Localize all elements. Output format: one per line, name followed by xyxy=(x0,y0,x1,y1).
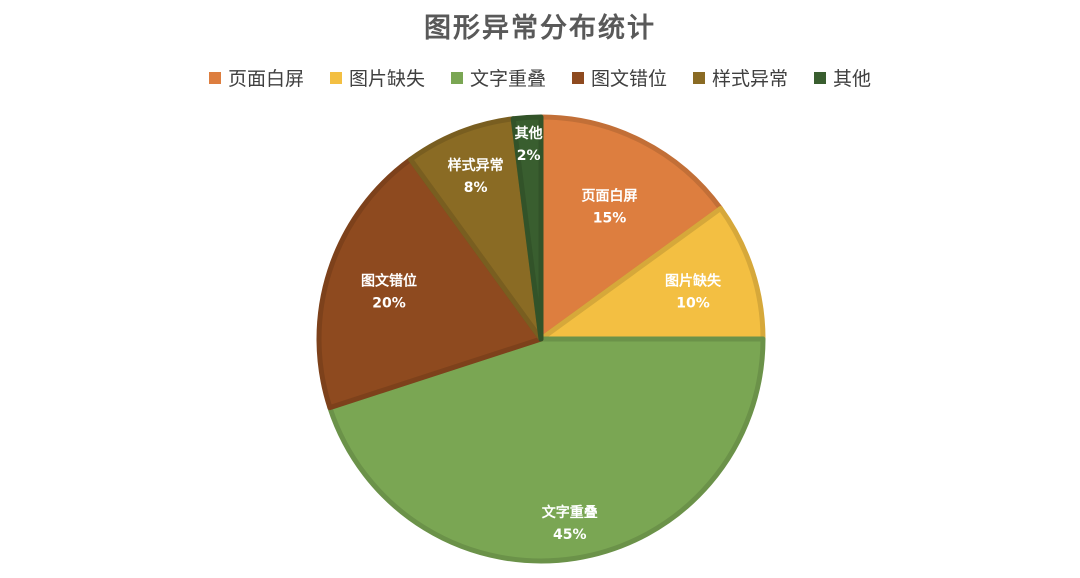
legend-item: 页面白屏 xyxy=(208,64,304,91)
slice-label-name: 页面白屏 xyxy=(582,188,638,205)
slice-label-value: 2% xyxy=(517,148,541,164)
legend-swatch xyxy=(450,71,463,84)
slice-label-value: 10% xyxy=(676,296,710,312)
chart-title: 图形异常分布统计 xyxy=(424,13,656,44)
pie-labels: 页面白屏 15% 图片缺失 10% 文字重叠 45% 图文错位 20% 样式异常 8% 其他 2% xyxy=(361,125,722,543)
pie-slice xyxy=(538,206,766,342)
legend-swatch xyxy=(572,71,584,84)
slice-label-value: 45% xyxy=(553,527,587,543)
pie-slices xyxy=(316,114,766,564)
legend-item: 样式异常 xyxy=(693,64,788,91)
slice-label-name: 其他 xyxy=(515,125,543,142)
legend-swatch xyxy=(693,71,706,84)
legend-label: 页面白屏 xyxy=(227,68,304,90)
legend-label: 其他 xyxy=(833,68,872,90)
legend-item: 其他 xyxy=(814,64,871,91)
legend-item: 图片缺失 xyxy=(329,64,425,91)
legend-label: 图文错位 xyxy=(591,68,668,90)
slice-label-value: 20% xyxy=(372,296,406,312)
slice-label-value: 8% xyxy=(464,180,488,196)
slice-label-name: 图片缺失 xyxy=(665,273,722,290)
legend-item: 图文错位 xyxy=(572,64,667,91)
legend-swatch xyxy=(814,71,827,84)
legend-swatch xyxy=(329,71,342,84)
legend: 页面白屏 图片缺失 文字重叠 图文错位 样式异常 其他 xyxy=(0,64,1080,91)
legend-swatch xyxy=(208,71,221,84)
slice-label-value: 15% xyxy=(593,211,627,227)
pie-slice xyxy=(510,114,544,342)
pie-slice xyxy=(327,336,766,564)
slice-label-name: 样式异常 xyxy=(448,157,504,174)
slice-label-name: 文字重叠 xyxy=(542,504,598,521)
legend-label: 样式异常 xyxy=(712,68,789,90)
pie-slice xyxy=(316,156,544,411)
legend-label: 图片缺失 xyxy=(348,68,425,90)
legend-item: 文字重叠 xyxy=(450,64,546,91)
legend-label: 文字重叠 xyxy=(469,68,546,90)
pie-slice xyxy=(538,114,724,342)
slice-label-name: 图文错位 xyxy=(361,273,417,290)
